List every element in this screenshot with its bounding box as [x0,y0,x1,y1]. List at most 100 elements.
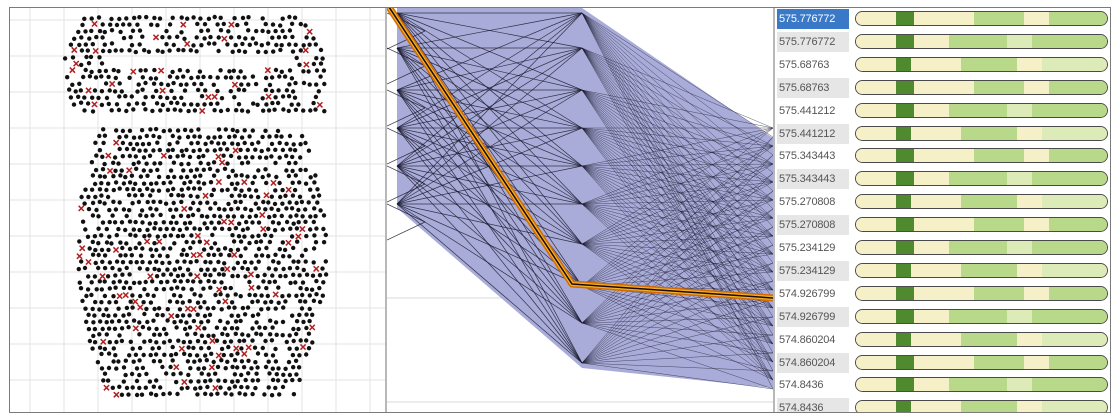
scatter-plot[interactable] [10,8,385,412]
scatter-point [136,199,142,205]
list-row[interactable]: 574.8436 [775,374,1110,396]
scatter-point [239,108,245,113]
scatter-point [272,279,278,284]
scatter-point [76,266,82,272]
scatter-point [254,253,259,258]
scatter-point [131,107,136,112]
list-row[interactable]: 575.776772 [775,31,1110,53]
x-mark-icon [126,167,133,174]
list-row[interactable]: 575.441212 [775,100,1110,122]
highlighted-path[interactable] [387,8,773,302]
scatter-point [307,306,312,312]
scatter-point [253,41,259,46]
scatter-point [83,227,88,232]
scatter-point [241,338,247,343]
scatter-point [281,372,286,377]
scatter-point [87,36,92,41]
scatter-point [242,312,248,317]
bar-segment [1049,80,1107,94]
scatter-point [218,214,223,219]
scatter-point [101,127,106,132]
scatter-point [283,299,288,304]
scatter-point [239,82,244,87]
scatter-point [104,95,110,101]
panel-divider-right[interactable] [773,8,775,412]
bar-segment [1049,355,1107,369]
scatter-point [101,140,106,146]
list-row[interactable]: 575.234129 [775,260,1110,282]
list-row[interactable]: 574.8436 [775,397,1110,412]
scatter-point [206,372,211,377]
list-row[interactable]: 574.860204 [775,329,1110,351]
list-row[interactable]: 575.68763 [775,77,1110,99]
scatter-point [280,16,285,21]
scatter-point [172,278,177,284]
scatter-point [186,372,191,378]
scatter-point [264,245,269,251]
scatter-point [143,385,148,390]
bar-segment [1049,12,1107,25]
scatter-point [216,247,221,252]
x-mark-icon [85,87,92,94]
result-list-panel[interactable]: 575.776772 575.776772 575.68763 575.68763 57… [775,8,1110,412]
scatter-point [303,247,308,253]
scatter-point [304,272,310,277]
scatter-point [199,43,204,48]
scatter-point [206,41,212,46]
scatter-point [226,201,231,207]
scatter-point [272,201,278,207]
list-row[interactable]: 575.270808 [775,214,1110,236]
scatter-point [232,95,237,100]
scatter-point [203,141,208,147]
scatter-point [321,213,327,218]
scatter-point [300,280,306,285]
scatter-point [290,313,295,318]
list-row[interactable]: 575.776772 [775,8,1110,30]
scatter-point [205,306,210,311]
scatter-point [313,107,318,112]
scatter-point [158,280,164,285]
list-row[interactable]: 574.926799 [775,283,1110,305]
scatter-point [134,366,140,371]
x-mark-icon [248,284,255,291]
scatter-point [253,266,258,271]
panel-divider-left[interactable] [385,8,387,412]
list-row[interactable]: 575.68763 [775,54,1110,76]
scatter-point [273,346,278,352]
scatter-point [102,253,108,258]
x-mark-icon [216,286,223,293]
scatter-point [174,207,179,212]
scatter-point [158,227,163,232]
list-row[interactable]: 575.343443 [775,145,1110,167]
x-mark-icon [106,167,114,175]
bar-segment [961,195,1017,209]
scatter-point [93,140,98,145]
scatter-point [250,313,256,318]
list-row[interactable]: 575.234129 [775,237,1110,259]
scatter-point [110,385,116,390]
parallel-network-plot[interactable] [387,8,773,412]
scatter-point [92,234,98,239]
scatter-point [140,75,145,80]
scatter-point [296,326,301,332]
scatter-point [225,359,230,364]
scatter-point [111,67,117,73]
scatter-point [96,15,102,20]
bar-segment [1031,172,1107,186]
scatter-point [297,194,303,199]
list-row[interactable]: 574.860204 [775,352,1110,374]
scatter-point [298,48,303,53]
list-row[interactable]: 575.441212 [775,123,1110,145]
scatter-point [278,273,283,279]
scatter-point [165,82,171,88]
scatter-point [111,359,116,364]
scatter-point [283,193,288,198]
scatter-point [208,260,213,265]
scatter-point [97,332,102,337]
list-row[interactable]: 575.270808 [775,191,1110,213]
list-row[interactable]: 575.343443 [775,168,1110,190]
list-row[interactable]: 574.926799 [775,306,1110,328]
parallel-network-panel[interactable] [387,8,773,412]
scatter-plot-panel[interactable] [10,8,385,412]
scatter-point [134,392,140,398]
